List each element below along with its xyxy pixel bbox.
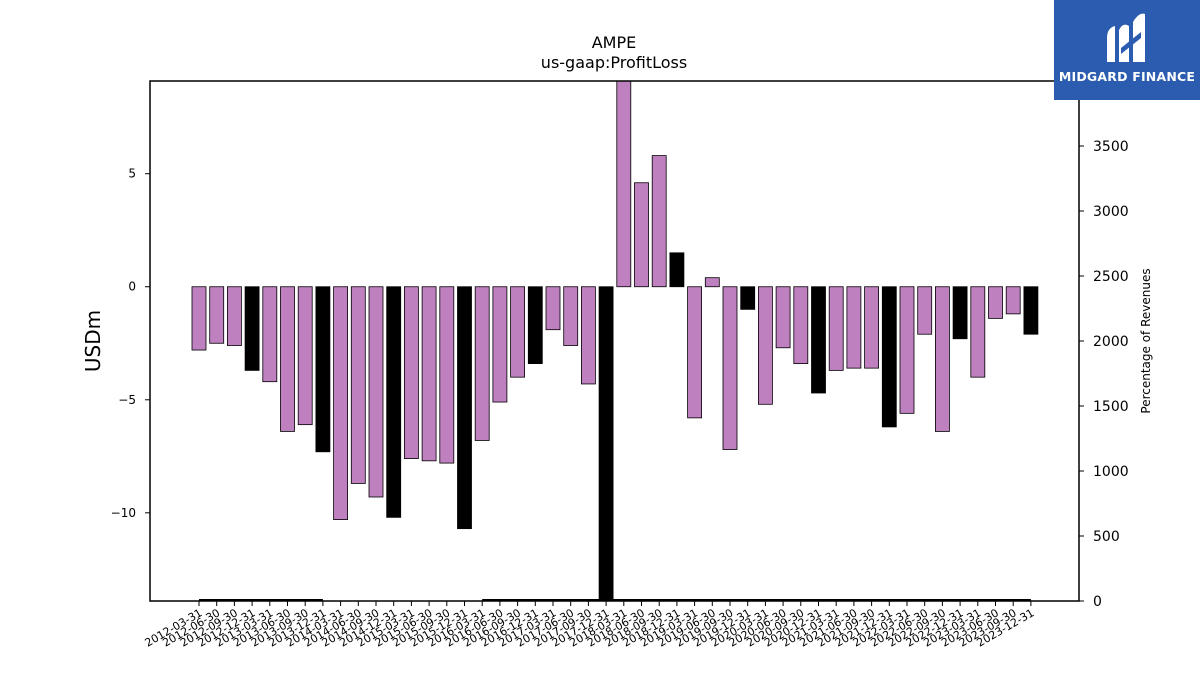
bar-2016-03-31 — [474, 286, 490, 441]
midgard-logo-icon — [1107, 13, 1145, 63]
y-axis-label: USDm — [81, 310, 105, 372]
bar-2012-03-31 — [191, 286, 207, 351]
bar-2012-12-31 — [244, 286, 260, 371]
bar-2017-12-31 — [598, 286, 614, 602]
bar-2022-12-31 — [952, 286, 968, 340]
bar-2021-12-31 — [881, 286, 897, 428]
y2-tick-label: 2500 — [1093, 269, 1129, 285]
bar-2023-06-30 — [988, 286, 1003, 319]
y2-tick-label: 500 — [1093, 529, 1120, 545]
logo-text: MIDGARD FINANCE — [1058, 69, 1196, 84]
bar-2021-06-30 — [846, 286, 862, 369]
bar-2023-12-31 — [1023, 286, 1039, 335]
y-axis-ticks: 5 0 −5 −10 — [111, 167, 150, 520]
bar-2013-03-31 — [262, 286, 278, 383]
bar-2015-09-30 — [439, 286, 455, 464]
bar-2013-12-31 — [315, 286, 331, 453]
y2-tick-label: 1500 — [1093, 399, 1129, 415]
y2-tick-label: 3000 — [1093, 204, 1129, 220]
plot-frame — [149, 80, 1080, 602]
bar-2023-09-30 — [1005, 286, 1021, 315]
bar-2018-06-30 — [634, 182, 649, 288]
y2-tick-label: 1000 — [1093, 464, 1129, 480]
bar-2019-06-30 — [704, 277, 720, 288]
bar-2015-06-30 — [421, 286, 437, 462]
bar-2013-09-30 — [297, 286, 313, 426]
bar-2019-12-31 — [740, 286, 756, 310]
chart-subtitle: us-gaap:ProfitLoss — [541, 53, 687, 72]
bar-2014-12-31 — [386, 286, 402, 518]
bar-2017-06-30 — [563, 286, 579, 346]
bar-2021-09-30 — [864, 286, 879, 369]
y2-tick-label: 0 — [1093, 594, 1102, 610]
bar-2015-12-31 — [457, 286, 472, 530]
bar-2014-09-30 — [368, 286, 384, 498]
brand-logo: MIDGARD FINANCE — [1054, 0, 1200, 100]
bar-2020-12-31 — [811, 286, 826, 394]
bar-2021-03-31 — [828, 286, 844, 371]
bar-2018-03-31 — [616, 80, 632, 288]
bar-2020-06-30 — [775, 286, 791, 349]
bar-2020-09-30 — [793, 286, 809, 365]
bar-2023-03-31 — [970, 286, 986, 378]
y2-axis-label: Percentage of Revenues — [1139, 268, 1153, 413]
y2-tick-label: 2000 — [1093, 334, 1129, 350]
bar-2018-12-31 — [669, 252, 685, 288]
y-tick-label: −10 — [111, 506, 136, 520]
bar-2016-09-30 — [510, 286, 526, 378]
bar-2019-03-31 — [687, 286, 702, 419]
bar-2017-03-31 — [545, 286, 561, 331]
bar-2022-06-30 — [917, 286, 933, 335]
bar-2018-09-30 — [651, 155, 667, 288]
bar-2015-03-31 — [403, 286, 419, 459]
bar-2012-06-30 — [209, 286, 225, 344]
bar-2013-06-30 — [280, 286, 295, 432]
chart-title: AMPE — [592, 33, 637, 52]
bar-2017-09-30 — [581, 286, 596, 385]
bar-group — [191, 80, 1039, 602]
bar-2016-06-30 — [492, 286, 508, 403]
bar-2014-03-31 — [333, 286, 349, 521]
x-axis-ticks: 2012-03-312012-06-302012-09-302012-12-31… — [143, 601, 1036, 650]
bar-2022-09-30 — [935, 286, 950, 432]
bar-2022-03-31 — [899, 286, 915, 414]
bar-2012-09-30 — [226, 286, 242, 346]
bar-2020-03-31 — [758, 286, 773, 405]
bar-2014-06-30 — [350, 286, 366, 484]
y-tick-label: −5 — [118, 393, 136, 407]
y2-axis-ticks: 0 500 1000 1500 2000 2500 3000 3500 — [1079, 139, 1129, 610]
y-tick-label: 0 — [128, 280, 136, 294]
bar-2016-12-31 — [527, 286, 543, 365]
y2-tick-label: 3500 — [1093, 139, 1129, 155]
bar-2019-09-30 — [722, 286, 738, 450]
y-tick-label: 5 — [128, 167, 136, 181]
